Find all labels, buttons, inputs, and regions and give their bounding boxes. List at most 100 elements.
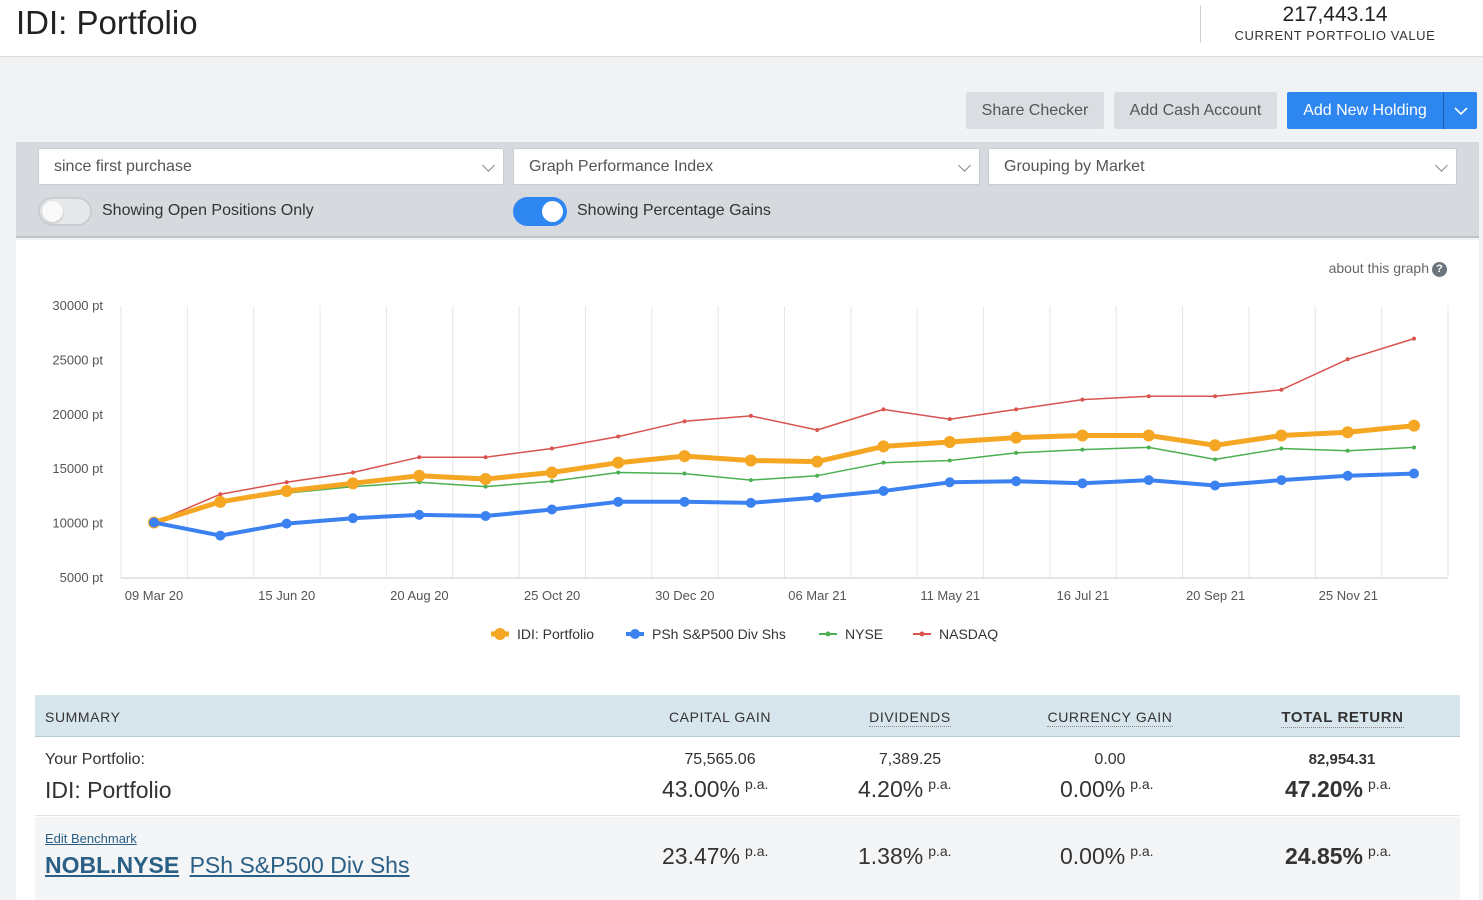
data-point: [944, 477, 955, 488]
grouping-select[interactable]: Grouping by Market: [988, 148, 1457, 185]
capital-gain-header-text: CAPITAL GAIN: [668, 709, 772, 725]
summary-column-header: SUMMARY: [45, 709, 121, 725]
y-tick-label: 20000 pt: [52, 407, 103, 422]
portfolio-summary-row: Your Portfolio: IDI: Portfolio 75,565.06…: [35, 737, 1460, 816]
chevron-down-icon: [958, 159, 971, 172]
open-positions-toggle[interactable]: [38, 197, 92, 226]
legend-marker: [825, 631, 831, 637]
data-point: [1010, 431, 1023, 444]
percentage-gains-toggle[interactable]: [513, 197, 567, 226]
share-checker-button[interactable]: Share Checker: [966, 92, 1104, 129]
data-point: [1408, 419, 1420, 432]
data-point: [280, 484, 293, 497]
x-tick-label: 16 Jul 21: [1057, 588, 1110, 603]
add-new-holding-button[interactable]: Add New Holding: [1287, 92, 1443, 129]
your-portfolio-label: Your Portfolio:: [45, 751, 145, 768]
benchmark-dividends-pct-value: 1.38%: [858, 843, 924, 869]
data-point: [417, 455, 422, 460]
data-point: [284, 480, 289, 485]
x-tick-label: 15 Jun 20: [258, 588, 315, 603]
chevron-down-icon: [482, 159, 495, 172]
y-tick-label: 5000 pt: [60, 570, 104, 585]
performance-chart: 5000 pt 10000 pt 15000 pt 20000 pt 25000 pt 3…: [52, 298, 1449, 642]
currency-gain-column-header[interactable]: CURRENCY GAIN: [1025, 709, 1195, 727]
portfolio-name: IDI: Portfolio: [45, 777, 172, 803]
data-point: [218, 492, 223, 497]
currency-gain-pct: 0.00% p.a.: [1060, 776, 1154, 803]
data-point: [1011, 476, 1022, 487]
data-point: [1080, 447, 1085, 452]
benchmark-name-link[interactable]: PSh S&P500 Div Shs: [189, 852, 410, 878]
graph-type-select-value: Graph Performance Index: [529, 158, 714, 175]
add-cash-account-button[interactable]: Add Cash Account: [1114, 92, 1277, 129]
total-return-value: 82,954.31: [1308, 751, 1376, 768]
data-point: [545, 466, 558, 479]
data-point: [1213, 457, 1218, 462]
data-point: [616, 434, 621, 439]
dividends-pct-value: 4.20%: [858, 776, 924, 802]
data-point: [1276, 475, 1287, 486]
benchmark-capital-gain-pct: 23.47% p.a.: [662, 843, 768, 870]
total-return-pct-value: 47.20%: [1285, 776, 1364, 802]
about-graph-link[interactable]: about this graph?: [1329, 260, 1447, 277]
dividends-column-header[interactable]: DIVIDENDS: [825, 709, 995, 727]
legend-marker: [494, 628, 506, 640]
pa-label: p.a.: [928, 843, 952, 859]
total-return-column-header[interactable]: TOTAL RETURN: [1245, 709, 1440, 728]
data-point: [1275, 429, 1288, 442]
x-tick-label: 11 May 21: [920, 588, 980, 603]
data-point: [947, 458, 952, 463]
x-tick-label: 06 Mar 21: [788, 588, 847, 603]
data-point: [281, 518, 292, 529]
data-point: [943, 436, 956, 448]
summary-header-row: SUMMARY CAPITAL GAIN DIVIDENDS CURRENCY …: [35, 695, 1460, 737]
data-point: [947, 417, 952, 422]
benchmark-currency-gain-pct-value: 0.00%: [1060, 843, 1126, 869]
data-point: [1409, 468, 1419, 479]
data-point: [1210, 480, 1221, 491]
edit-benchmark-link[interactable]: Edit Benchmark: [45, 831, 137, 846]
controls-panel: since first purchase Graph Performance I…: [16, 142, 1479, 238]
data-point: [1412, 336, 1416, 341]
data-point: [1142, 429, 1155, 442]
data-point: [350, 470, 355, 475]
open-positions-label: Showing Open Positions Only: [102, 202, 314, 219]
data-point: [1209, 439, 1222, 452]
series-line: [153, 337, 1415, 524]
benchmark-name: NOBL.NYSE PSh S&P500 Div Shs: [45, 852, 409, 879]
currency-gain-value: 0.00: [1094, 751, 1126, 768]
add-holding-dropdown-toggle[interactable]: [1443, 92, 1477, 129]
data-point: [682, 471, 687, 476]
pa-label: p.a.: [1130, 776, 1154, 792]
graph-type-select[interactable]: Graph Performance Index: [513, 148, 980, 185]
data-point: [483, 484, 488, 489]
data-point: [1341, 426, 1354, 439]
pa-label: p.a.: [745, 776, 769, 792]
benchmark-capital-gain-pct-value: 23.47%: [662, 843, 741, 869]
data-point: [413, 469, 426, 482]
pa-label: p.a.: [745, 843, 769, 859]
pa-label: p.a.: [1368, 843, 1392, 859]
data-point: [877, 440, 890, 453]
pa-label: p.a.: [1130, 843, 1154, 859]
period-select[interactable]: since first purchase: [38, 148, 504, 185]
benchmark-code-link[interactable]: NOBL.NYSE: [45, 852, 180, 878]
data-point: [346, 477, 359, 490]
capital-gain-pct-value: 43.00%: [662, 776, 741, 802]
benchmark-dividends-pct: 1.38% p.a.: [858, 843, 952, 870]
y-tick-label: 30000 pt: [52, 298, 103, 313]
data-point: [1076, 429, 1089, 442]
data-point: [347, 513, 358, 524]
pa-label: p.a.: [928, 776, 952, 792]
data-point: [612, 456, 625, 469]
series-line: [153, 423, 1415, 525]
y-tick-label: 15000 pt: [52, 461, 103, 476]
data-point: [483, 455, 488, 460]
data-point: [1279, 387, 1284, 392]
data-point: [881, 407, 886, 412]
dividends-header-text: DIVIDENDS: [869, 709, 951, 727]
chevron-down-icon: [1435, 159, 1448, 172]
data-point: [549, 479, 554, 484]
data-point: [1345, 357, 1350, 362]
data-point: [613, 496, 624, 507]
